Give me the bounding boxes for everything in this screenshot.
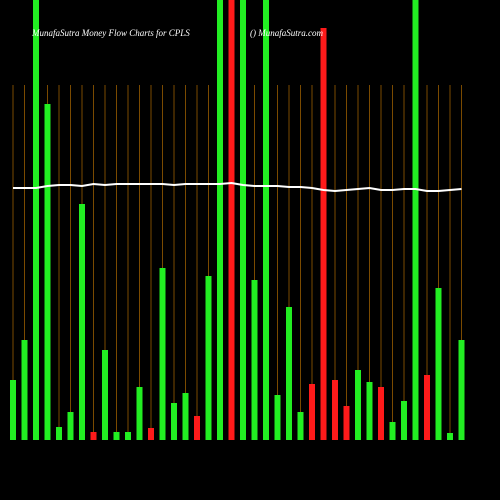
money-flow-line: [13, 181, 462, 193]
bar: [159, 268, 166, 440]
bar: [412, 0, 419, 440]
bar: [205, 276, 212, 440]
bar: [136, 387, 143, 440]
bar: [309, 384, 315, 440]
bar: [447, 433, 453, 440]
bar: [56, 427, 62, 440]
bar: [263, 0, 269, 440]
bar: [251, 280, 258, 440]
bar: [113, 432, 120, 440]
bar: [125, 432, 131, 440]
bar: [355, 370, 361, 440]
bar: [171, 403, 177, 440]
bar: [148, 428, 154, 440]
bar: [389, 422, 396, 440]
bar: [332, 380, 338, 440]
bar: [435, 288, 442, 440]
bar: [194, 416, 200, 440]
bars: [10, 0, 465, 440]
bar: [274, 395, 281, 440]
bar: [424, 375, 430, 440]
bar: [44, 104, 51, 440]
bar: [378, 387, 384, 440]
bar: [286, 307, 292, 440]
bar: [401, 401, 407, 440]
bar: [10, 380, 16, 440]
bar: [297, 412, 304, 440]
bar: [21, 340, 28, 440]
bar: [67, 412, 74, 440]
bar: [182, 393, 189, 440]
bar: [458, 340, 465, 440]
bar: [240, 0, 246, 440]
chart-title: MunafaSutra Money Flow Charts for CPLS: [31, 28, 190, 38]
bar: [102, 350, 108, 440]
bar: [217, 0, 223, 440]
bar: [366, 382, 373, 440]
bar: [343, 406, 350, 440]
bar: [33, 0, 39, 440]
bar: [79, 204, 85, 440]
bar: [320, 28, 327, 440]
chart-subtitle: () MunafaSutra.com: [250, 28, 323, 38]
bar: [228, 0, 235, 440]
bar: [90, 432, 97, 440]
